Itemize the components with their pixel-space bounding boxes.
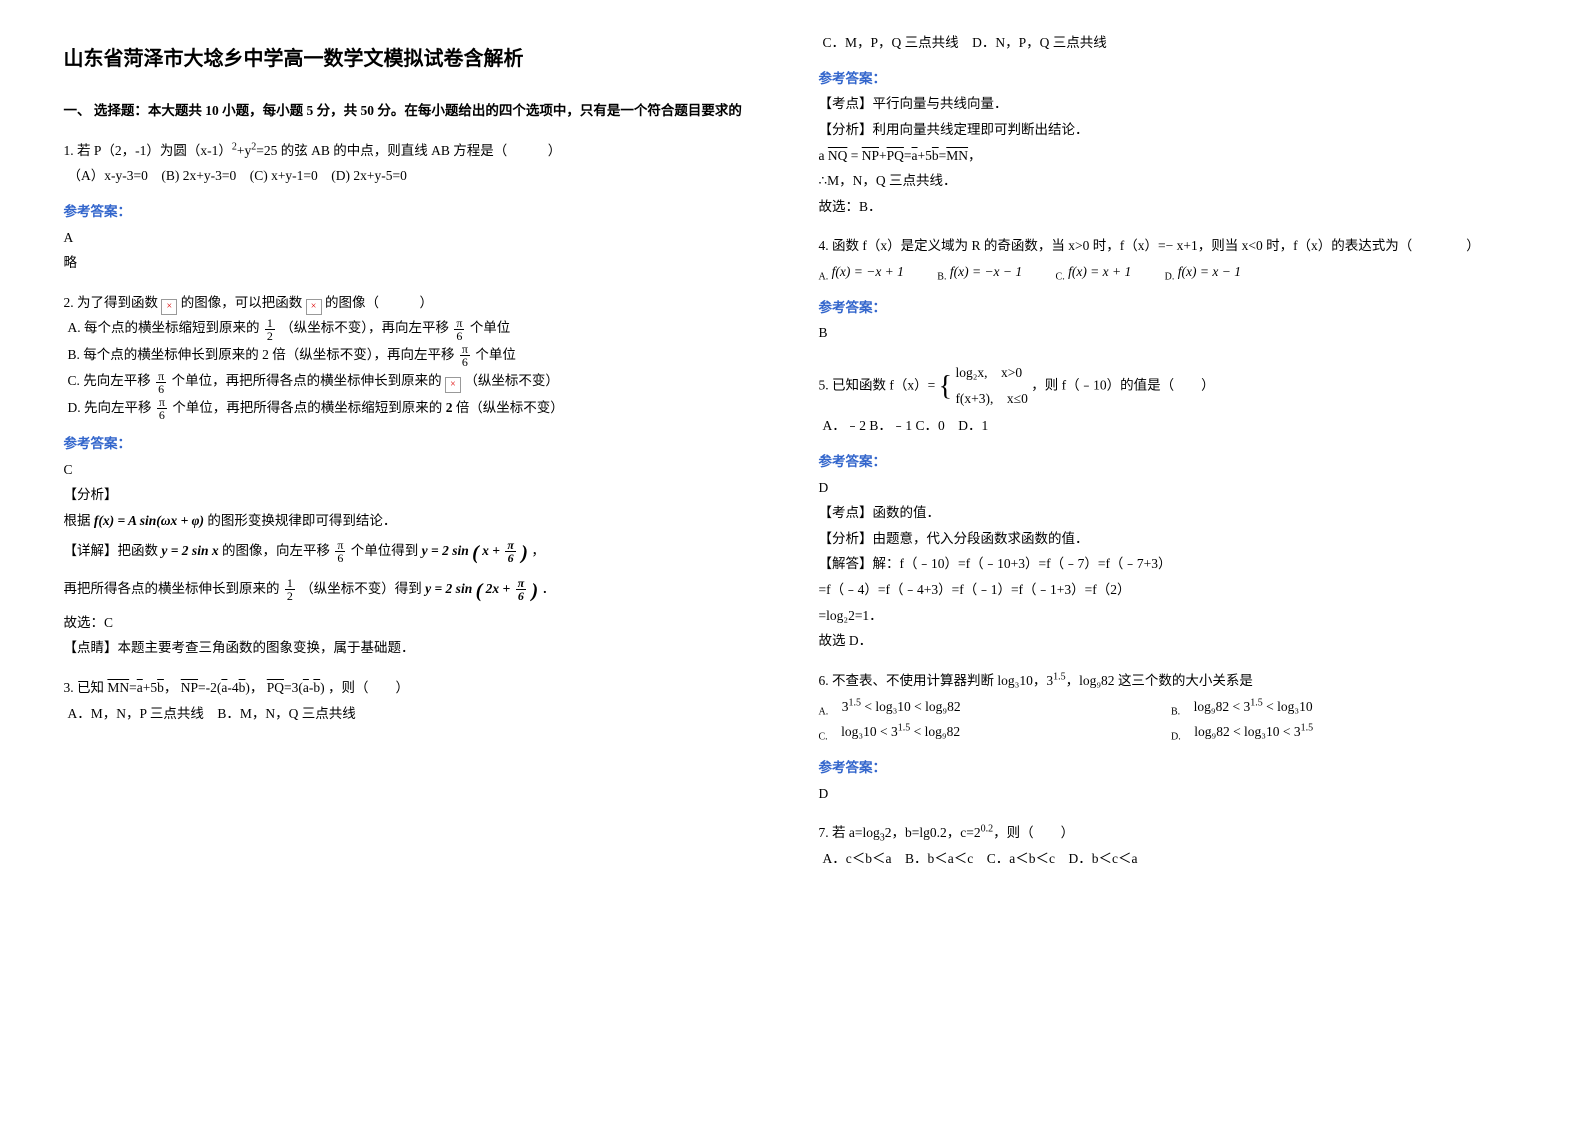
formula: y = 2 sin ( 2x + π6 ) bbox=[425, 581, 541, 596]
q1-stem-a: 1. 若 P（2，-1）为圆（x-1） bbox=[64, 143, 232, 158]
q2-d-two: 2 bbox=[446, 400, 453, 415]
q2-answer: C bbox=[64, 457, 769, 483]
q5-jd-2: =f（﹣4）=f（﹣4+3）=f（﹣1）=f（﹣1+3）=f（2） bbox=[819, 577, 1524, 603]
q3-jd: a NQ = NP+PQ=a+5b=MN， bbox=[819, 143, 1524, 169]
q4-options: A. f(x) = −x + 1 B. f(x) = −x − 1 C. f(x… bbox=[819, 259, 1524, 285]
q3-fx: 【分析】利用向量共线定理即可判断出结论． bbox=[819, 117, 1524, 143]
missing-image-icon: × bbox=[306, 299, 322, 315]
q2-select: 故选：C bbox=[64, 610, 769, 636]
q5-options: A．﹣2 B．﹣1 C．0 D．1 bbox=[823, 413, 1524, 439]
formula: f(x) = A sin(ωx + φ) bbox=[94, 513, 204, 528]
question-6: 6. 不查表、不使用计算器判断 log₃10，31.5，log₉82 这三个数的… bbox=[819, 668, 1524, 694]
q2-detail-1: 【详解】把函数 y = 2 sin x 的图像，向左平移 π6 个单位得到 y … bbox=[64, 534, 769, 572]
question-3: 3. 已知 MN=a+5b， NP=-2(a-4b)， PQ=3(a-b) ，则… bbox=[64, 675, 769, 701]
q2-c-text-2: 个单位，再把所得各点的横坐标伸长到原来的 bbox=[172, 373, 445, 388]
q2-option-d: D. 先向左平移 π6 个单位，再把所得各点的横坐标缩短到原来的 2 倍（纵坐标… bbox=[68, 395, 769, 421]
fraction: 12 bbox=[265, 317, 275, 342]
q2-stem-b: 的图像，可以把函数 bbox=[181, 295, 306, 310]
q2-analysis-1: 根据 f(x) = A sin(ωx + φ) 的图形变换规律即可得到结论． bbox=[64, 508, 769, 534]
q2-c-text-1: C. 先向左平移 bbox=[68, 373, 151, 388]
q2-answer-label: 参考答案： bbox=[64, 431, 769, 457]
q2-stem-c: 的图像（ ） bbox=[325, 295, 433, 310]
fraction: π6 bbox=[460, 343, 470, 368]
question-7: 7. 若 a=log32，b=lg0.2，c=20.2，则（ ） bbox=[819, 820, 1524, 846]
q1-stem-b: +y bbox=[237, 143, 251, 158]
q2-a-text-2: （纵坐标不变），再向左平移 bbox=[280, 320, 449, 335]
section-1-head: 一、 选择题：本大题共 10 小题，每小题 5 分，共 50 分。在每小题给出的… bbox=[64, 98, 769, 124]
question-2: 2. 为了得到函数 × 的图像，可以把函数 × 的图像（ ） bbox=[64, 290, 769, 316]
q2-d-text-3: 倍（纵坐标不变） bbox=[456, 400, 564, 415]
fraction: π6 bbox=[335, 539, 345, 564]
fraction: π6 bbox=[454, 317, 464, 342]
q6-row-1: A. 31.5 < log₃10 < log₉82 B. log₉82 < 31… bbox=[819, 694, 1524, 720]
q2-stem-a: 2. 为了得到函数 bbox=[64, 295, 162, 310]
q1-stem-c: =25 的弦 AB 的中点，则直线 AB 方程是（ ） bbox=[256, 143, 561, 158]
q3-options-cd: C．M，P，Q 三点共线 D．N，P，Q 三点共线 bbox=[823, 30, 1524, 56]
right-column: C．M，P，Q 三点共线 D．N，P，Q 三点共线 参考答案： 【考点】平行向量… bbox=[819, 30, 1524, 871]
q4-answer-label: 参考答案： bbox=[819, 295, 1524, 321]
vector-np: NP bbox=[181, 680, 198, 695]
q2-a-text-1: A. 每个点的横坐标缩短到原来的 bbox=[68, 320, 260, 335]
q2-b-text-2: 个单位 bbox=[475, 347, 516, 362]
q2-option-c: C. 先向左平移 π6 个单位，再把所得各点的横坐标伸长到原来的 × （纵坐标不… bbox=[68, 368, 769, 394]
vector-pq: PQ bbox=[267, 680, 284, 695]
q2-ps: 【点睛】本题主要考查三角函数的图象变换，属于基础题． bbox=[64, 635, 769, 661]
question-4: 4. 函数 f（x）是定义域为 R 的奇函数，当 x>0 时，f（x）=− x+… bbox=[819, 233, 1524, 259]
page: 山东省菏泽市大埝乡中学高一数学文模拟试卷含解析 一、 选择题：本大题共 10 小… bbox=[64, 30, 1524, 871]
missing-image-icon: × bbox=[161, 299, 177, 315]
q3-kd: 【考点】平行向量与共线向量． bbox=[819, 91, 1524, 117]
vector-b: b bbox=[157, 680, 164, 695]
q2-c-text-3: （纵坐标不变） bbox=[464, 373, 559, 388]
q5-jd-1: 【解答】解：f（﹣10）=f（﹣10+3）=f（﹣7）=f（﹣7+3） bbox=[819, 551, 1524, 577]
question-5: 5. 已知函数 f（x）= { log₂x, x>0 f(x+3), x≤0 ，… bbox=[819, 360, 1524, 413]
q2-analysis-head: 【分析】 bbox=[64, 482, 769, 508]
piecewise-brace: { log₂x, x>0 f(x+3), x≤0 bbox=[939, 360, 1028, 413]
q3-answer-label: 参考答案： bbox=[819, 66, 1524, 92]
formula: y = 2 sin ( x + π6 ) bbox=[422, 543, 532, 558]
doc-title: 山东省菏泽市大埝乡中学高一数学文模拟试卷含解析 bbox=[64, 40, 769, 78]
formula: y = 2 sin x bbox=[161, 543, 218, 558]
q2-d-text-2: 个单位，再把所得各点的横坐标缩短到原来的 bbox=[172, 400, 442, 415]
q2-detail-2: 再把所得各点的横坐标伸长到原来的 12 （纵坐标不变）得到 y = 2 sin … bbox=[64, 572, 769, 610]
q3-pick: 故选：B． bbox=[819, 194, 1524, 220]
fraction: π6 bbox=[157, 396, 167, 421]
q2-b-text-1: B. 每个点的横坐标伸长到原来的 2 倍（纵坐标不变），再向左平移 bbox=[68, 347, 455, 362]
left-column: 山东省菏泽市大埝乡中学高一数学文模拟试卷含解析 一、 选择题：本大题共 10 小… bbox=[64, 30, 769, 871]
q2-option-b: B. 每个点的横坐标伸长到原来的 2 倍（纵坐标不变），再向左平移 π6 个单位 bbox=[68, 342, 769, 368]
q5-kd: 【考点】函数的值． bbox=[819, 500, 1524, 526]
fraction: 12 bbox=[285, 577, 295, 602]
q5-fx: 【分析】由题意，代入分段函数求函数的值． bbox=[819, 526, 1524, 552]
q6-row-2: C. log₃10 < 31.5 < log₉82 D. log₉82 < lo… bbox=[819, 719, 1524, 745]
q2-a-text-3: 个单位 bbox=[470, 320, 511, 335]
q7-options: A．c＜b＜a B．b＜a＜c C．a＜b＜c D．b＜c＜a bbox=[823, 846, 1524, 872]
q1-explain: 略 bbox=[64, 250, 769, 276]
q1-answer-label: 参考答案： bbox=[64, 199, 769, 225]
q6-answer: D bbox=[819, 781, 1524, 807]
q4-answer: B bbox=[819, 320, 1524, 346]
missing-image-icon: × bbox=[445, 377, 461, 393]
q2-d-text-1: D. 先向左平移 bbox=[68, 400, 152, 415]
q5-answer: D bbox=[819, 475, 1524, 501]
q2-option-a: A. 每个点的横坐标缩短到原来的 12 （纵坐标不变），再向左平移 π6 个单位 bbox=[68, 315, 769, 341]
q3-options-ab: A．M，N，P 三点共线 B．M，N，Q 三点共线 bbox=[68, 701, 769, 727]
q5-answer-label: 参考答案： bbox=[819, 449, 1524, 475]
q5-jd-3: =log₂2=1． bbox=[819, 603, 1524, 629]
vector-mn: MN bbox=[107, 680, 129, 695]
question-1: 1. 若 P（2，-1）为圆（x-1）2+y2=25 的弦 AB 的中点，则直线… bbox=[64, 138, 769, 164]
q5-pick: 故选 D． bbox=[819, 628, 1524, 654]
fraction: π6 bbox=[156, 370, 166, 395]
q3-so: ∴M，N，Q 三点共线． bbox=[819, 168, 1524, 194]
q6-answer-label: 参考答案： bbox=[819, 755, 1524, 781]
q1-options: （A）x-y-3=0 (B) 2x+y-3=0 (C) x+y-1=0 (D) … bbox=[68, 163, 769, 189]
q1-answer: A bbox=[64, 225, 769, 251]
